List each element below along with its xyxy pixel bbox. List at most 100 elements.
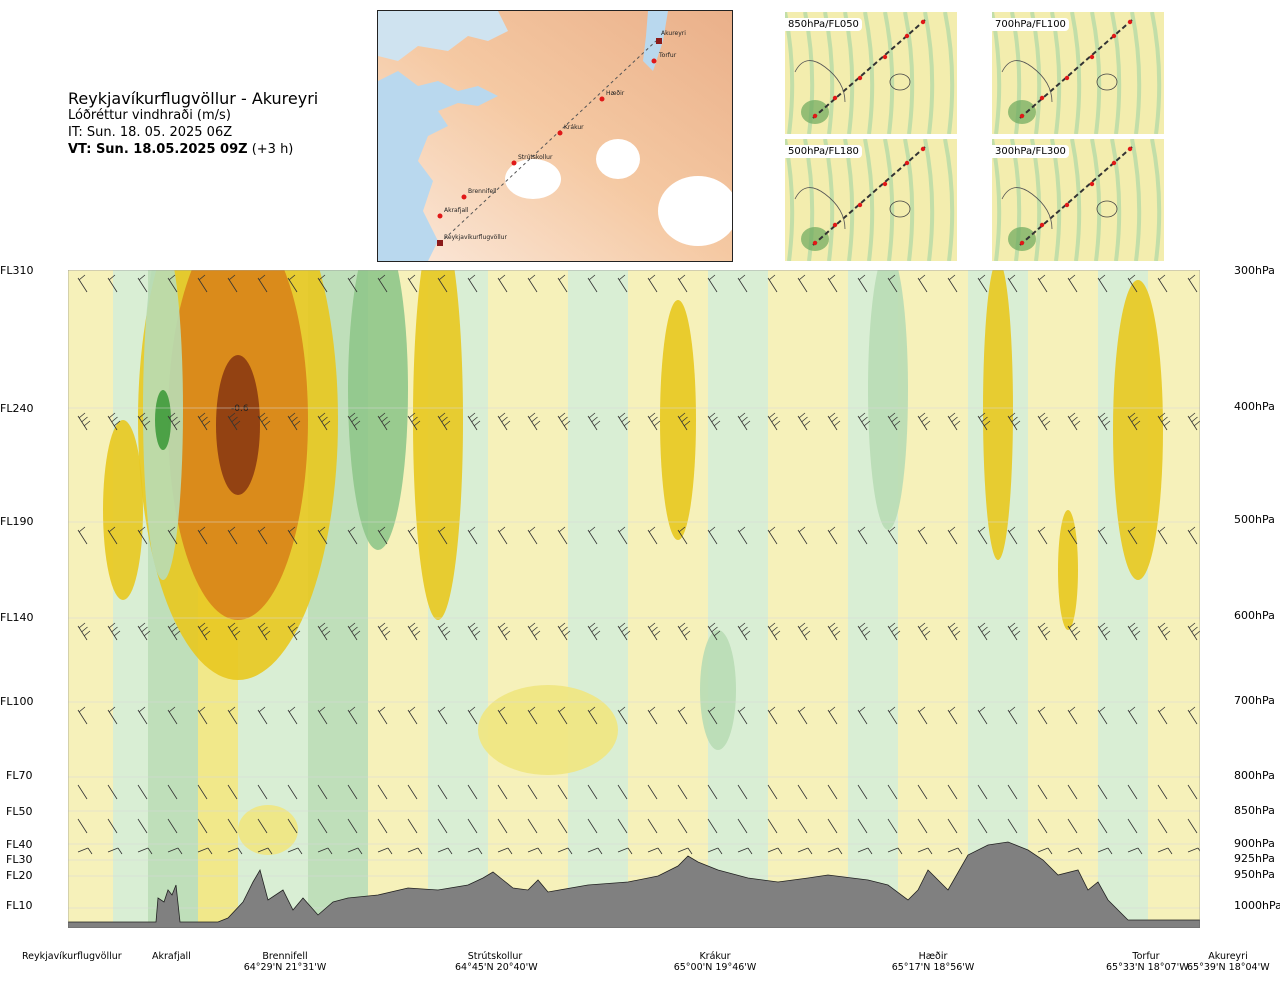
wind-barb xyxy=(257,818,268,834)
wind-barb xyxy=(857,274,868,293)
wind-barb xyxy=(707,526,718,545)
extreme-value-label: -0.6 xyxy=(231,404,249,414)
wind-barb xyxy=(737,818,748,834)
wind-barb xyxy=(1097,818,1108,834)
minimap-contour xyxy=(883,139,895,261)
wind-barb xyxy=(1127,412,1141,431)
hpa-label: 500hPa xyxy=(1234,513,1275,526)
field-band xyxy=(898,270,968,928)
waypoint-coord: 64°45'N 20°40'W xyxy=(455,962,538,973)
wind-barb xyxy=(317,412,331,431)
wind-barb xyxy=(737,412,751,431)
wind-barb xyxy=(1127,706,1138,725)
waypoint-name: Brennifell xyxy=(262,951,308,962)
wind-barb xyxy=(647,526,658,545)
wind-barb xyxy=(497,847,513,855)
wind-barb xyxy=(677,526,688,545)
wind-barb xyxy=(827,412,841,431)
wind-barb xyxy=(797,784,808,800)
wind-barb xyxy=(407,526,418,545)
wind-barb xyxy=(497,274,508,293)
wind-barb xyxy=(467,274,478,293)
wind-barb xyxy=(377,818,388,834)
minimap-coast xyxy=(794,60,846,103)
wind-barb xyxy=(197,526,208,545)
wind-barb xyxy=(737,847,753,855)
fl-label: FL20 xyxy=(6,869,33,882)
minimap-contour xyxy=(1110,139,1122,261)
wind-barb xyxy=(257,622,271,641)
wind-barb xyxy=(167,622,181,641)
wind-barb xyxy=(257,274,268,293)
wind-barb xyxy=(887,526,898,545)
wind-barb xyxy=(437,847,453,855)
wind-barb xyxy=(497,526,508,545)
wind-barb xyxy=(317,818,328,834)
minimap-coast xyxy=(1096,73,1118,91)
wind-barb xyxy=(377,412,391,431)
wind-barb xyxy=(77,818,88,834)
wind-barb xyxy=(977,818,988,834)
map-label-haedir: Hæðir xyxy=(606,90,625,97)
wind-barb xyxy=(407,818,418,834)
minimap-coast xyxy=(794,187,846,230)
wind-barb xyxy=(917,412,931,431)
wind-barb xyxy=(1127,622,1141,641)
wind-barb xyxy=(647,818,658,834)
wind-barb xyxy=(1157,818,1168,834)
wind-barb xyxy=(437,274,448,293)
minimap-waypoint xyxy=(857,75,863,81)
valid-time: VT: Sun. 18.05.2025 09Z (+3 h) xyxy=(68,141,318,158)
wind-barb xyxy=(527,622,541,641)
wind-barb xyxy=(947,818,958,834)
minimap-coast xyxy=(1001,187,1053,230)
wind-barb xyxy=(347,412,361,431)
wind-barb xyxy=(857,526,868,545)
map-label-krakur: Krákur xyxy=(564,124,584,131)
wind-barb xyxy=(977,784,988,800)
wind-barb xyxy=(677,622,691,641)
wind-barb xyxy=(317,847,333,855)
wind-barb xyxy=(617,706,628,725)
wind-barb xyxy=(1157,526,1168,545)
wind-barb xyxy=(587,818,598,834)
wind-barb xyxy=(557,706,568,725)
wind-barb xyxy=(107,784,118,800)
minimap-300-svg xyxy=(992,139,1164,261)
wind-barb xyxy=(197,412,211,431)
wind-barb xyxy=(647,412,661,431)
minimap-waypoint xyxy=(1064,202,1070,208)
wind-barb xyxy=(227,706,238,725)
wind-barb xyxy=(377,274,388,293)
variable-subtitle: Lóðréttur vindhraði (m/s) xyxy=(68,108,231,123)
minimap-waypoint xyxy=(1089,54,1095,60)
field-contour xyxy=(478,685,618,775)
wind-barb xyxy=(467,526,478,545)
waypoint-name: Torfur xyxy=(1132,951,1160,962)
minimap-contour xyxy=(1070,139,1082,261)
fl-label: FL140 xyxy=(0,611,34,624)
wind-barb xyxy=(887,412,901,431)
wind-barb xyxy=(347,818,358,834)
minimap-waypoint xyxy=(920,19,926,25)
wind-barb xyxy=(1037,706,1048,725)
map-label-akrafjall: Akrafjall xyxy=(444,207,469,214)
field-band xyxy=(708,270,768,928)
wind-barb xyxy=(647,274,658,293)
waypoint-label: Krákur 65°00'N 19°46'W xyxy=(670,951,760,973)
wind-barb xyxy=(407,412,421,431)
field-contour xyxy=(700,630,736,750)
wind-barb xyxy=(737,706,748,725)
wind-barb xyxy=(1097,274,1108,293)
minimap-500-svg xyxy=(785,139,957,261)
wind-barb xyxy=(257,784,268,800)
wind-barb xyxy=(887,818,898,834)
wind-barb xyxy=(677,818,688,834)
wind-barb xyxy=(797,526,808,545)
chart-title-block: Reykjavíkurflugvöllur - Akureyri Lóðrétt… xyxy=(68,90,318,158)
wind-barb xyxy=(827,274,838,293)
minimap-coast xyxy=(889,200,911,218)
wind-barb xyxy=(557,784,568,800)
fl-label: FL310 xyxy=(0,264,34,277)
wind-barb xyxy=(167,784,178,800)
